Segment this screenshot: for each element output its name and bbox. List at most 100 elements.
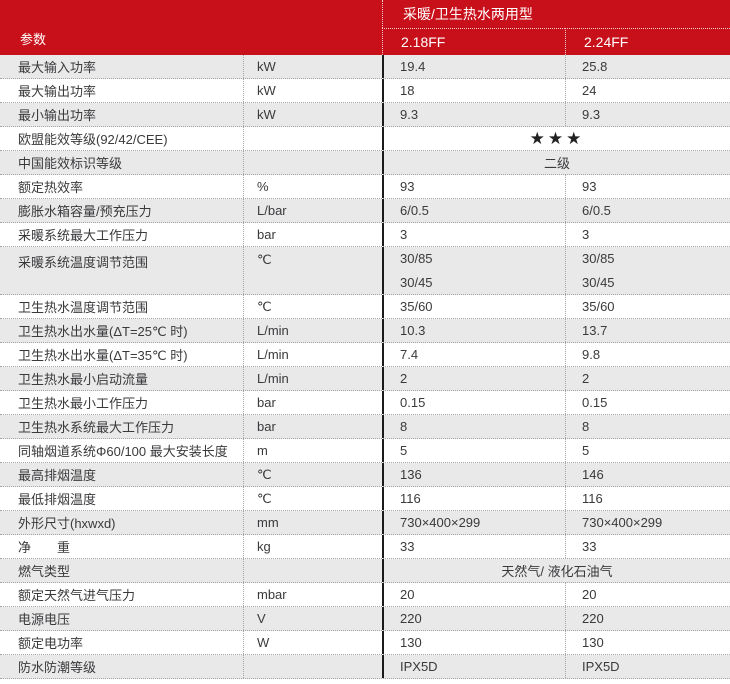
value-cell: 20 [565, 583, 730, 606]
value-cell: 130 [565, 631, 730, 654]
unit-cell: kg [243, 535, 382, 558]
unit-cell [243, 151, 382, 174]
value-cell: 2 [382, 367, 565, 390]
value-cell: 33 [565, 535, 730, 558]
value-cell: 116 [565, 487, 730, 510]
table-row: 卫生热水系统最大工作压力 bar 8 8 [0, 415, 730, 439]
param-cell: 卫生热水最小工作压力 [18, 396, 149, 411]
value-cell: 8 [565, 415, 730, 438]
param-cell: 膨胀水箱容量/预充压力 [18, 204, 152, 219]
unit-cell: mbar [243, 583, 382, 606]
value-cell: 146 [565, 463, 730, 486]
table-row: 外形尺寸(hxwxd) mm 730×400×299 730×400×299 [0, 511, 730, 535]
value-cell: 116 [382, 487, 565, 510]
value-cell: 220 [382, 607, 565, 630]
param-cell: 采暖系统温度调节范围 [18, 255, 149, 270]
param-cell: 额定电功率 [18, 636, 84, 651]
value-cell: 7.4 [382, 343, 565, 366]
value-cell: 5 [382, 439, 565, 462]
value-cell: 6/0.5 [565, 199, 730, 222]
table-row: 卫生热水出水量(ΔT=25℃ 时) L/min 10.3 13.7 [0, 319, 730, 343]
table-row: 卫生热水最小工作压力 bar 0.15 0.15 [0, 391, 730, 415]
value-cell: 35/60 [382, 295, 565, 318]
value-cell: 5 [565, 439, 730, 462]
param-column-header: 参数 [20, 32, 47, 47]
param-cell: 采暖系统最大工作压力 [18, 228, 149, 243]
value-line: 30/45 [582, 274, 615, 290]
table-row: 最低排烟温度 ℃ 116 116 [0, 487, 730, 511]
value-cell: 730×400×299 [565, 511, 730, 534]
table-row: 额定电功率 W 130 130 [0, 631, 730, 655]
table-row: 最大输入功率 kW 19.4 25.8 [0, 55, 730, 79]
param-cell: 卫生热水最小启动流量 [18, 372, 149, 387]
unit-cell: % [243, 175, 382, 198]
unit-cell: ℃ [243, 487, 382, 510]
param-cell: 最大输入功率 [18, 60, 97, 75]
value-cell: 9.3 [382, 103, 565, 126]
param-cell: 电源电压 [18, 612, 71, 627]
value-cell: 18 [382, 79, 565, 102]
table-row: 最小输出功率 kW 9.3 9.3 [0, 103, 730, 127]
value-cell: 24 [565, 79, 730, 102]
param-cell: 卫生热水温度调节范围 [18, 300, 149, 315]
value-cell: 2 [565, 367, 730, 390]
value-cell: 130 [382, 631, 565, 654]
value-cell: 93 [382, 175, 565, 198]
value-cell: 30/85 30/45 [382, 247, 565, 294]
table-row: 中国能效标识等级 二级 [0, 151, 730, 175]
value-cell: 0.15 [565, 391, 730, 414]
value-cell: 10.3 [382, 319, 565, 342]
table-row: 欧盟能效等级(92/42/CEE) ★★★ [0, 127, 730, 151]
value-cell: 9.3 [565, 103, 730, 126]
model-2-header: 2.24FF [565, 28, 730, 55]
param-cell: 卫生热水出水量(ΔT=35℃ 时) [18, 348, 188, 363]
param-cell: 防水防潮等级 [18, 660, 97, 675]
unit-cell: ℃ [243, 463, 382, 486]
param-cell: 卫生热水出水量(ΔT=25℃ 时) [18, 324, 188, 339]
value-cell: 25.8 [565, 55, 730, 78]
table-row: 电源电压 V 220 220 [0, 607, 730, 631]
unit-cell: W [243, 631, 382, 654]
spec-table-body: 最大输入功率 kW 19.4 25.8 最大输出功率 kW 18 24 最小输出功率 kW 9.3 9… [0, 55, 730, 679]
unit-cell: V [243, 607, 382, 630]
model-1-header: 2.18FF [382, 28, 565, 55]
table-row: 最高排烟温度 ℃ 136 146 [0, 463, 730, 487]
unit-cell: bar [243, 391, 382, 414]
value-cell: 19.4 [382, 55, 565, 78]
unit-cell: L/bar [243, 199, 382, 222]
param-cell: 燃气类型 [18, 564, 71, 579]
value-cell: 33 [382, 535, 565, 558]
model-group-header: 采暖/卫生热水两用型 [382, 0, 730, 28]
param-cell: 最大输出功率 [18, 84, 97, 99]
table-row: 燃气类型 天然气/ 液化石油气 [0, 559, 730, 583]
param-cell: 净 重 [18, 540, 71, 555]
value-cell: IPX5D [382, 655, 565, 678]
value-cell: IPX5D [565, 655, 730, 678]
value-cell: 30/85 30/45 [565, 247, 730, 294]
unit-cell: L/min [243, 367, 382, 390]
table-row: 额定热效率% 93 93 [0, 175, 730, 199]
unit-cell: L/min [243, 343, 382, 366]
unit-cell: kW [243, 79, 382, 102]
param-cell: 最小输出功率 [18, 108, 97, 123]
param-cell: 同轴烟道系统Φ60/100 最大安装长度 [18, 444, 228, 459]
value-line: 30/85 [400, 251, 433, 267]
unit-cell: m [243, 439, 382, 462]
param-cell: 中国能效标识等级 [18, 156, 123, 171]
unit-cell [243, 127, 382, 150]
value-cell: 93 [565, 175, 730, 198]
value-cell: 3 [565, 223, 730, 246]
table-row: 额定天然气进气压力 mbar 20 20 [0, 583, 730, 607]
value-cell: 35/60 [565, 295, 730, 318]
table-row: 同轴烟道系统Φ60/100 最大安装长度 m 5 5 [0, 439, 730, 463]
value-cell: 20 [382, 583, 565, 606]
unit-cell: kW [243, 55, 382, 78]
unit-cell: ℃ [243, 247, 382, 294]
param-cell: 额定热效率 [18, 180, 84, 195]
param-cell: 最高排烟温度 [18, 468, 97, 483]
value-cell: 9.8 [565, 343, 730, 366]
spanning-value-cell: 天然气/ 液化石油气 [382, 559, 730, 582]
table-row: 防水防潮等级 IPX5D IPX5D [0, 655, 730, 679]
spanning-value-cell: ★★★ [382, 127, 730, 150]
